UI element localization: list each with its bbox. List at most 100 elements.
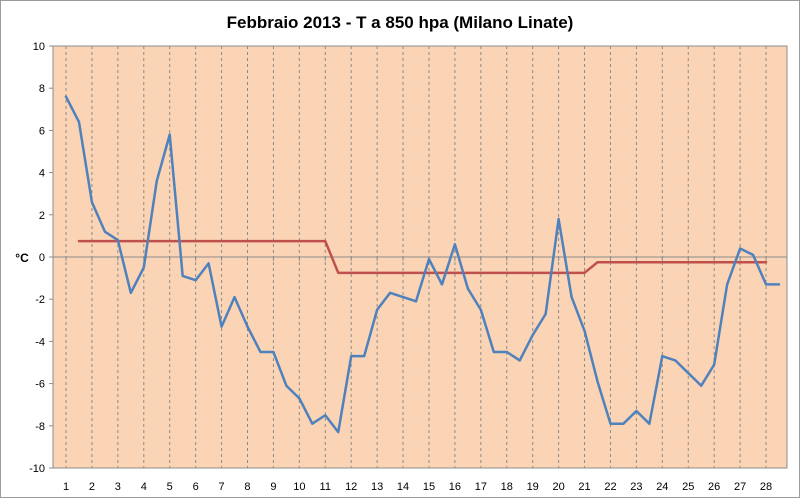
- x-tick-label: 18: [501, 481, 513, 493]
- data-point: [531, 334, 534, 336]
- x-tick-label: 13: [371, 481, 383, 493]
- x-tick-label: 19: [527, 481, 539, 493]
- series-layer: [64, 95, 781, 434]
- x-tick-label: 27: [734, 481, 746, 493]
- data-point: [246, 325, 249, 328]
- data-point: [78, 240, 80, 242]
- x-tick-label: 24: [656, 481, 668, 493]
- data-point: [324, 240, 327, 242]
- y-tick-label: 6: [39, 125, 45, 137]
- series-line-blue: [64, 95, 781, 434]
- data-point: [402, 296, 404, 298]
- x-tick-label: 23: [630, 481, 642, 493]
- data-point: [220, 325, 223, 328]
- data-point: [350, 355, 353, 357]
- y-tick-label: -2: [35, 294, 45, 306]
- data-point: [765, 283, 767, 286]
- y-tick-label: 2: [39, 210, 45, 222]
- data-point: [570, 296, 573, 298]
- x-tick-label: 9: [270, 481, 276, 493]
- x-tick-label: 3: [115, 481, 121, 493]
- x-tick-label: 1: [63, 481, 69, 493]
- data-point: [324, 414, 327, 417]
- data-point: [467, 287, 469, 290]
- data-point: [104, 230, 106, 233]
- data-point: [298, 397, 301, 400]
- data-point: [583, 272, 586, 274]
- x-tick-label: 16: [449, 481, 461, 493]
- data-point: [65, 95, 67, 98]
- axes: [49, 45, 787, 469]
- y-tick-label: 8: [39, 83, 45, 95]
- data-point: [91, 201, 93, 203]
- y-tick-label: -6: [35, 379, 45, 391]
- data-point: [778, 283, 780, 286]
- x-tick-label: 11: [320, 481, 331, 493]
- data-point: [648, 422, 651, 425]
- x-tick-label: 28: [760, 481, 772, 493]
- data-point: [337, 272, 340, 274]
- data-point: [596, 261, 599, 264]
- data-point: [117, 239, 119, 241]
- data-point: [726, 283, 728, 286]
- data-point: [583, 330, 586, 332]
- data-point: [609, 422, 612, 425]
- data-point: [700, 384, 703, 387]
- x-tick-label: 21: [578, 481, 590, 493]
- x-tick-label: 12: [345, 481, 357, 493]
- data-point: [674, 359, 677, 362]
- data-point: [505, 351, 508, 353]
- y-tick-labels: 10 8 6 4 2 0 -2 -4 -6 -8 -10: [29, 41, 45, 475]
- y-tick-label: 0: [39, 252, 45, 264]
- x-tick-label: 6: [193, 481, 199, 493]
- data-point: [687, 372, 690, 374]
- data-point: [622, 422, 625, 425]
- data-point: [259, 351, 262, 353]
- data-point: [739, 247, 741, 250]
- data-point: [337, 431, 340, 433]
- y-tick-label: -4: [35, 336, 45, 348]
- data-point: [181, 275, 184, 277]
- x-tick-label: 5: [167, 481, 173, 493]
- data-point: [389, 292, 391, 294]
- x-tick-label: 26: [708, 481, 720, 493]
- data-point: [142, 266, 145, 269]
- data-point: [596, 380, 599, 383]
- data-point: [752, 254, 754, 256]
- data-point: [480, 308, 482, 311]
- data-point: [311, 422, 314, 425]
- chart-title: Febbraio 2013 - T a 850 hpa (Milano Lina…: [227, 13, 574, 32]
- data-point: [661, 355, 664, 357]
- x-tick-label: 15: [423, 481, 435, 493]
- data-point: [713, 363, 715, 366]
- series-line-red: [77, 239, 768, 275]
- x-tick-label: 7: [219, 481, 225, 493]
- data-point: [78, 121, 80, 123]
- x-tick-labels: 1 2 3 4 5 6 7 8 9 10 11 12 13 14 15 16 17 18 19 20 21 22 23 24 2…: [63, 481, 772, 493]
- data-point: [493, 351, 495, 353]
- data-point: [233, 296, 236, 298]
- data-point: [428, 258, 430, 260]
- data-point: [272, 351, 275, 353]
- data-point: [207, 262, 210, 265]
- y-tick-label: -10: [29, 463, 45, 475]
- x-tick-label: 4: [141, 481, 147, 493]
- y-tick-label: -8: [35, 421, 45, 433]
- data-point: [415, 300, 417, 303]
- x-tick-label: 22: [604, 481, 616, 493]
- data-point: [765, 261, 767, 264]
- data-point: [518, 359, 521, 362]
- data-point: [376, 308, 378, 311]
- data-point: [130, 292, 132, 294]
- x-tick-label: 14: [397, 481, 409, 493]
- data-point: [168, 133, 171, 136]
- x-tick-label: 8: [244, 481, 250, 493]
- data-point: [557, 218, 560, 220]
- x-tick-label: 2: [89, 481, 95, 493]
- data-point: [441, 283, 443, 286]
- x-tick-label: 25: [682, 481, 694, 493]
- y-axis-label: °C: [15, 251, 29, 265]
- data-point: [363, 355, 365, 357]
